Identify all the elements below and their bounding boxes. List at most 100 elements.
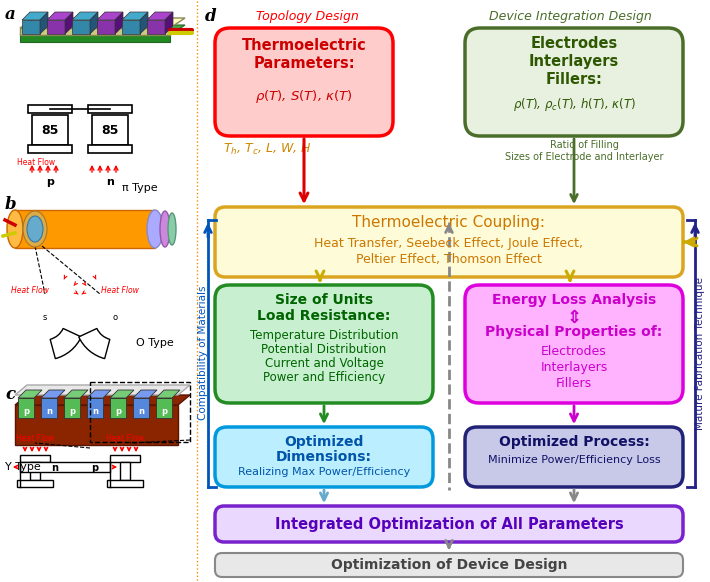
- Text: Electrodes: Electrodes: [541, 345, 607, 358]
- Bar: [92, 115, 128, 145]
- Bar: [133, 398, 149, 418]
- Text: Heat Flow: Heat Flow: [17, 158, 55, 167]
- Text: c: c: [5, 386, 15, 403]
- Polygon shape: [20, 35, 170, 42]
- Ellipse shape: [7, 210, 23, 248]
- Text: Size of Units: Size of Units: [275, 293, 373, 307]
- FancyBboxPatch shape: [215, 506, 683, 542]
- Text: Temperature Distribution: Temperature Distribution: [250, 329, 398, 342]
- Polygon shape: [20, 25, 185, 35]
- Polygon shape: [15, 385, 190, 395]
- Bar: [41, 398, 57, 418]
- Text: 85: 85: [41, 123, 59, 137]
- Text: Load Resistance:: Load Resistance:: [257, 309, 390, 323]
- Text: Topology Design: Topology Design: [256, 10, 359, 23]
- Text: $\rho(T)$, $S(T)$, $\kappa(T)$: $\rho(T)$, $S(T)$, $\kappa(T)$: [255, 88, 353, 105]
- Text: Interlayers: Interlayers: [529, 54, 619, 69]
- Bar: [20, 462, 110, 472]
- FancyBboxPatch shape: [215, 553, 683, 577]
- Text: Optimization of Device Design: Optimization of Device Design: [331, 558, 567, 572]
- Text: b: b: [5, 196, 16, 213]
- Text: Thermoelectric Coupling:: Thermoelectric Coupling:: [352, 215, 545, 230]
- Text: Minimize Power/Efficiency Loss: Minimize Power/Efficiency Loss: [488, 455, 660, 465]
- Wedge shape: [79, 328, 110, 359]
- Polygon shape: [90, 12, 98, 34]
- FancyBboxPatch shape: [215, 207, 683, 277]
- Ellipse shape: [147, 210, 163, 248]
- Text: Heat Transfer, Seebeck Effect, Joule Effect,: Heat Transfer, Seebeck Effect, Joule Eff…: [315, 237, 584, 250]
- FancyBboxPatch shape: [215, 28, 393, 136]
- FancyBboxPatch shape: [465, 285, 683, 403]
- Polygon shape: [140, 12, 148, 34]
- Text: π Type: π Type: [122, 183, 158, 193]
- Polygon shape: [97, 20, 115, 34]
- Bar: [18, 398, 34, 418]
- Text: Current and Voltage: Current and Voltage: [265, 357, 383, 370]
- Polygon shape: [147, 20, 165, 34]
- Text: Realizing Max Power/Efficiency: Realizing Max Power/Efficiency: [238, 467, 410, 477]
- Text: Fillers: Fillers: [556, 377, 592, 390]
- Polygon shape: [133, 390, 157, 398]
- Wedge shape: [50, 328, 81, 359]
- Polygon shape: [47, 20, 65, 34]
- Text: Dimensions:: Dimensions:: [276, 450, 372, 464]
- Text: Y Type: Y Type: [5, 462, 40, 472]
- Polygon shape: [22, 20, 40, 34]
- Text: Heat Flow: Heat Flow: [11, 286, 49, 295]
- Text: a: a: [5, 6, 16, 23]
- Polygon shape: [115, 12, 123, 34]
- Text: n: n: [46, 406, 52, 416]
- Bar: [156, 398, 172, 418]
- Polygon shape: [22, 12, 48, 20]
- Bar: [110, 455, 140, 462]
- Bar: [28, 145, 72, 153]
- Ellipse shape: [168, 213, 176, 245]
- Bar: [120, 462, 130, 480]
- Text: Integrated Optimization of All Parameters: Integrated Optimization of All Parameter…: [275, 516, 623, 531]
- Text: Peltier Effect, Thomson Effect: Peltier Effect, Thomson Effect: [356, 253, 542, 266]
- Text: Optimized: Optimized: [284, 435, 364, 449]
- Polygon shape: [122, 20, 140, 34]
- Text: Heat Flow: Heat Flow: [16, 434, 54, 443]
- Text: Physical Properties of:: Physical Properties of:: [486, 325, 662, 339]
- Text: Power and Efficiency: Power and Efficiency: [263, 371, 385, 384]
- Text: $T_h$, $T_c$, L, W, H: $T_h$, $T_c$, L, W, H: [223, 142, 312, 157]
- FancyBboxPatch shape: [215, 285, 433, 403]
- Text: Electrodes: Electrodes: [530, 36, 618, 51]
- Text: ⇕: ⇕: [567, 309, 581, 327]
- Text: p: p: [161, 406, 167, 416]
- Text: Interlayers: Interlayers: [540, 361, 608, 374]
- Polygon shape: [41, 390, 65, 398]
- Text: Heat Flow: Heat Flow: [101, 286, 139, 295]
- Polygon shape: [64, 390, 88, 398]
- Polygon shape: [15, 395, 190, 405]
- Text: Ratio of Filling
Sizes of Electrode and Interlayer: Ratio of Filling Sizes of Electrode and …: [505, 140, 663, 162]
- Bar: [15, 210, 155, 248]
- Text: Device Integration Design: Device Integration Design: [488, 10, 651, 23]
- Polygon shape: [122, 12, 148, 20]
- Text: n: n: [92, 406, 98, 416]
- Bar: [107, 480, 143, 487]
- Text: p: p: [92, 463, 99, 473]
- Polygon shape: [97, 12, 123, 20]
- Text: Thermoelectric: Thermoelectric: [241, 38, 366, 53]
- Text: s: s: [43, 314, 47, 322]
- Text: Compatibility of Materials: Compatibility of Materials: [198, 286, 208, 420]
- Text: n: n: [138, 406, 144, 416]
- Text: n: n: [52, 463, 58, 473]
- Bar: [17, 480, 53, 487]
- Text: 85: 85: [102, 123, 119, 137]
- Bar: [20, 455, 50, 462]
- Bar: [64, 398, 80, 418]
- Bar: [110, 398, 126, 418]
- Polygon shape: [87, 390, 111, 398]
- Polygon shape: [15, 405, 178, 445]
- Text: Fillers:: Fillers:: [545, 72, 603, 87]
- Polygon shape: [72, 20, 90, 34]
- Bar: [28, 105, 72, 113]
- Text: Energy Loss Analysis: Energy Loss Analysis: [492, 293, 656, 307]
- Text: p: p: [69, 406, 75, 416]
- Polygon shape: [156, 390, 180, 398]
- Polygon shape: [20, 18, 185, 28]
- Bar: [90, 382, 190, 442]
